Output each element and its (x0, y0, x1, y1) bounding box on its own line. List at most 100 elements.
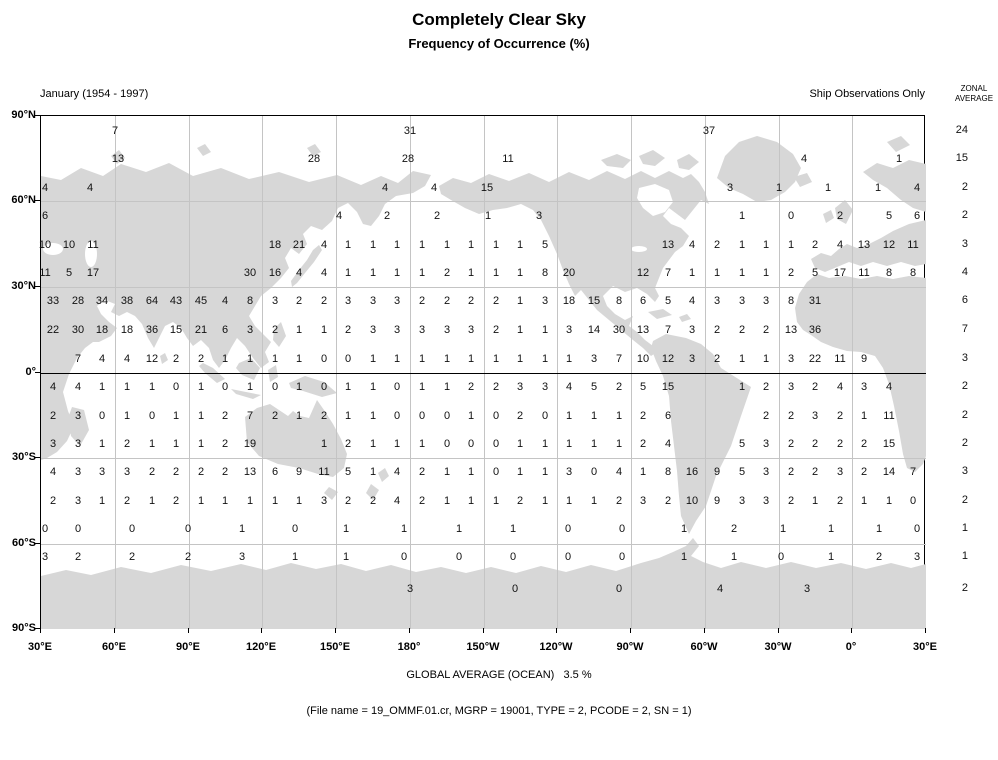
grid-value: 1 (787, 239, 795, 251)
grid-value: 3 (762, 295, 770, 307)
zonal-average-value: 4 (961, 266, 968, 278)
grid-value: 1 (443, 353, 451, 365)
grid-value: 13 (243, 466, 257, 478)
landmass-britain (835, 200, 853, 224)
grid-value: 0 (492, 410, 500, 422)
latitude-tick-label: 0° (25, 366, 36, 378)
grid-value: 2 (123, 438, 131, 450)
grid-value: 2 (492, 324, 500, 336)
grid-value: 6 (221, 324, 229, 336)
longitude-tick-label: 30°E (28, 641, 52, 653)
longitude-tick-label: 90°W (616, 641, 644, 653)
grid-value: 1 (369, 353, 377, 365)
grid-value: 2 (128, 551, 136, 563)
grid-value: 2 (418, 295, 426, 307)
grid-value: 1 (148, 495, 156, 507)
grid-value: 1 (197, 410, 205, 422)
grid-value: 2 (49, 495, 57, 507)
grid-value: 1 (827, 551, 835, 563)
grid-value: 0 (184, 523, 192, 535)
grid-value: 15 (480, 182, 494, 194)
grid-value: 1 (492, 239, 500, 251)
grid-value: 1 (443, 381, 451, 393)
grid-value: 43 (169, 295, 183, 307)
landmass-arctic-islands (111, 150, 125, 164)
grid-value: 1 (342, 551, 350, 563)
grid-value: 12 (636, 267, 650, 279)
hudson-bay (637, 184, 673, 216)
grid-value: 2 (639, 410, 647, 422)
grid-value: 2 (762, 381, 770, 393)
grid-value: 2 (467, 295, 475, 307)
grid-value: 1 (369, 466, 377, 478)
grid-value: 38 (120, 295, 134, 307)
grid-value: 3 (639, 495, 647, 507)
grid-value: 1 (295, 381, 303, 393)
grid-value: 3 (541, 381, 549, 393)
grid-value: 3 (74, 438, 82, 450)
longitude-tick (556, 628, 557, 633)
grid-value: 0 (492, 466, 500, 478)
grid-value: 3 (811, 410, 819, 422)
landmass-madagascar (68, 407, 89, 446)
grid-value: 1 (369, 410, 377, 422)
grid-value: 3 (860, 381, 868, 393)
longitude-tick-label: 150°W (466, 641, 500, 653)
landmass-canadian-arctic (639, 150, 665, 166)
grid-value: 2 (148, 466, 156, 478)
grid-value: 2 (49, 410, 57, 422)
grid-value: 3 (688, 353, 696, 365)
grid-value: 1 (342, 523, 350, 535)
grid-value: 1 (344, 267, 352, 279)
grid-value: 16 (268, 267, 282, 279)
longitude-tick (40, 628, 41, 633)
grid-value: 4 (86, 182, 94, 194)
grid-value: 1 (811, 495, 819, 507)
grid-value: 1 (467, 466, 475, 478)
grid-value: 28 (71, 295, 85, 307)
latitude-tick (35, 200, 40, 201)
grid-value: 0 (148, 410, 156, 422)
grid-value: 2 (74, 551, 82, 563)
landmass-hispaniola (679, 314, 691, 322)
grid-value: 1 (516, 324, 524, 336)
grid-value: 4 (393, 495, 401, 507)
latitude-tick (35, 457, 40, 458)
grid-value: 4 (49, 381, 57, 393)
grid-value: 1 (271, 353, 279, 365)
zonal-average-value: 2 (961, 409, 968, 421)
grid-value: 4 (320, 239, 328, 251)
grid-value: 5 (541, 239, 549, 251)
meridian-line (705, 116, 706, 629)
grid-value: 1 (688, 267, 696, 279)
landmass-borneo (236, 358, 260, 380)
grid-value: 1 (516, 466, 524, 478)
grid-value: 9 (860, 353, 868, 365)
grid-value: 4 (836, 239, 844, 251)
zonal-average-value: 6 (961, 294, 968, 306)
grid-value: 1 (418, 239, 426, 251)
longitude-tick (778, 628, 779, 633)
grid-value: 0 (418, 410, 426, 422)
grid-value: 0 (492, 438, 500, 450)
grid-value: 13 (784, 324, 798, 336)
longitude-tick (483, 628, 484, 633)
longitude-tick (335, 628, 336, 633)
zonal-header-line1: ZONAL (960, 84, 988, 93)
grid-value: 1 (246, 353, 254, 365)
grid-value: 11 (87, 239, 99, 251)
grid-value: 17 (833, 267, 847, 279)
latitude-tick-label: 30°N (11, 280, 36, 292)
landmass-australia (245, 400, 347, 477)
zonal-average-value: 3 (961, 352, 968, 364)
longitude-tick-label: 150°E (319, 641, 351, 653)
grid-value: 4 (565, 381, 573, 393)
grid-value: 1 (895, 153, 903, 165)
grid-value: 1 (443, 495, 451, 507)
latitude-tick (35, 543, 40, 544)
grid-value: 3 (762, 466, 770, 478)
grid-value: 0 (909, 495, 917, 507)
grid-value: 2 (197, 353, 205, 365)
grid-value: 2 (516, 495, 524, 507)
